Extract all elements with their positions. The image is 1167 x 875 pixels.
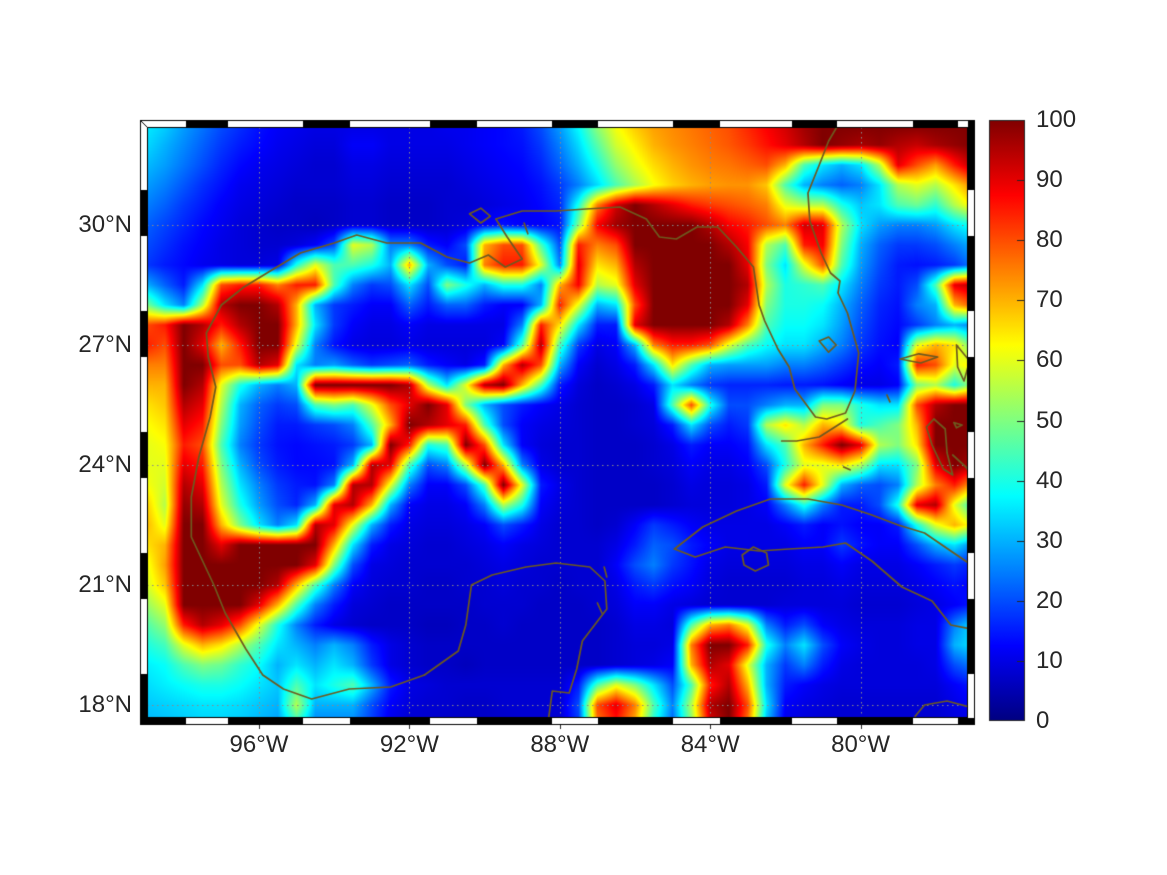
colorbar-tick-label: 70 [1036,286,1063,314]
colorbar-tick-label: 100 [1036,106,1077,133]
colorbar-tick-label: 10 [1036,646,1063,674]
lon-tick-label: 96°W [229,731,289,758]
lon-tick-label: 80°W [831,731,891,758]
colorbar-tick-label: 0 [1036,707,1050,734]
colorbar-tick-label: 50 [1036,406,1063,434]
lon-tick-label: 88°W [530,731,590,758]
lon-tick-label: 84°W [680,731,740,758]
colorbar-tick-label: 80 [1036,226,1063,254]
lon-tick-label: 92°W [379,731,439,758]
lat-tick-label: 18°N [78,691,132,718]
colorbar-tick-label: 60 [1036,346,1063,374]
colorbar-tick-label: 90 [1036,166,1063,194]
colorbar-tick-label: 40 [1036,466,1063,494]
lat-tick-label: 21°N [78,571,132,598]
colorbar-tick-label: 30 [1036,526,1063,554]
lat-tick-label: 27°N [78,331,132,358]
lat-tick-label: 24°N [78,451,132,478]
lat-tick-label: 30°N [78,211,132,238]
colorbar-tick-label: 20 [1036,586,1063,614]
